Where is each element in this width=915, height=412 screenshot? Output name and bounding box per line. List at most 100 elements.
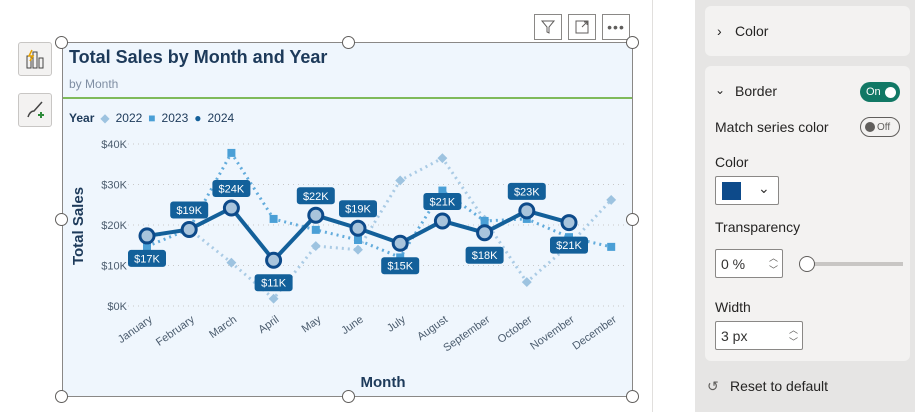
data-label: $21K	[430, 196, 456, 208]
data-point-2022	[437, 153, 448, 164]
focus-mode-icon	[575, 20, 589, 34]
line-chart-visual[interactable]: Total Sales by Month and Year by Month Y…	[62, 42, 633, 397]
title-divider	[63, 97, 632, 99]
reset-icon: ↺	[707, 378, 719, 394]
x-tick-label: May	[300, 313, 324, 335]
y-tick-label: $0K	[107, 301, 127, 313]
format-visual-button[interactable]	[18, 93, 52, 127]
data-point-2022	[353, 244, 363, 255]
series-line-2023	[146, 149, 612, 260]
width-value: 3 px	[721, 328, 748, 344]
x-tick-label: June	[339, 314, 365, 338]
data-point-2024	[518, 202, 536, 220]
resize-handle[interactable]	[342, 390, 355, 403]
data-point-2024	[560, 214, 578, 232]
resize-handle[interactable]	[342, 36, 355, 49]
x-tick-label: August	[415, 314, 450, 343]
data-label-box	[423, 192, 462, 210]
data-point-2022	[226, 257, 237, 268]
color-swatch	[722, 182, 741, 200]
data-label-box	[507, 182, 546, 200]
data-label-box	[254, 274, 293, 292]
color-picker[interactable]: ⌄	[715, 176, 779, 205]
resize-handle[interactable]	[55, 390, 68, 403]
transparency-input[interactable]: 0 % ︿ ﹀	[715, 249, 783, 278]
data-label: $24K	[219, 183, 245, 195]
data-label: $19K	[176, 205, 202, 217]
x-tick-label: February	[154, 313, 197, 348]
border-section: ⌄ Border On Match series color Off Color…	[705, 66, 910, 361]
transparency-value: 0 %	[721, 256, 746, 272]
data-point-2022	[606, 194, 617, 205]
data-label: $21K	[556, 240, 582, 252]
report-canvas: ••• Total Sales by Month and Year by Mon…	[18, 14, 639, 403]
width-input[interactable]: 3 px ︿ ﹀	[715, 321, 803, 350]
legend-title: Year	[69, 111, 95, 125]
color-section[interactable]: › Color	[705, 6, 910, 56]
build-visual-button[interactable]	[18, 42, 52, 76]
resize-handle[interactable]	[626, 213, 639, 226]
match-series-toggle[interactable]: Off	[860, 117, 900, 137]
data-label: $23K	[514, 186, 540, 198]
data-label: $15K	[387, 261, 413, 273]
filter-button[interactable]	[534, 14, 562, 40]
more-options-button[interactable]: •••	[602, 14, 630, 40]
resize-handle[interactable]	[626, 36, 639, 49]
legend-marker-2023: ■	[148, 111, 156, 125]
legend-2022[interactable]: 2022	[115, 111, 143, 125]
x-tick-label: September	[441, 313, 492, 354]
y-tick-label: $30K	[101, 180, 127, 192]
x-tick-label: October	[496, 313, 535, 345]
color-section-label: Color	[735, 23, 769, 39]
data-label: $17K	[134, 253, 160, 265]
spinner-icon[interactable]: ︿ ﹀	[768, 253, 778, 275]
data-point-2024	[265, 251, 283, 269]
match-series-label: Match series color	[715, 119, 829, 135]
reset-to-default-link[interactable]: Reset to default	[730, 378, 829, 394]
resize-handle[interactable]	[55, 36, 68, 49]
data-point-2023	[143, 242, 151, 251]
transparency-label: Transparency	[715, 219, 801, 235]
x-tick-label: January	[116, 313, 155, 346]
x-tick-label: March	[207, 314, 239, 341]
slider-thumb[interactable]	[799, 256, 815, 272]
paintbrush-icon	[27, 101, 44, 118]
chart-legend: Year ◆ 2022 ■ 2023 ● 2024	[69, 111, 234, 125]
legend-2024[interactable]: 2024	[207, 111, 235, 125]
data-point-2024	[433, 212, 451, 230]
data-point-2024	[476, 224, 494, 242]
data-label-box	[296, 187, 335, 205]
data-point-2023	[438, 186, 447, 195]
data-label-box	[128, 249, 166, 267]
data-label-box	[170, 201, 209, 219]
y-axis-title: Total Sales	[70, 187, 87, 265]
data-point-2023	[480, 216, 489, 225]
legend-marker-2022: ◆	[100, 111, 110, 125]
data-point-2022	[268, 293, 279, 304]
data-label: $18K	[472, 250, 498, 262]
border-toggle[interactable]: On	[860, 82, 900, 102]
chart-title: Total Sales by Month and Year	[69, 47, 328, 67]
pane-gutter	[652, 0, 695, 412]
data-point-2024	[138, 227, 156, 245]
data-point-2023	[607, 242, 616, 251]
resize-handle[interactable]	[55, 213, 68, 226]
resize-handle[interactable]	[626, 390, 639, 403]
focus-mode-button[interactable]	[568, 14, 596, 40]
spinner-icon[interactable]: ︿ ﹀	[788, 325, 798, 347]
chevron-down-icon[interactable]: ⌄	[715, 83, 726, 97]
data-point-2023	[269, 214, 278, 223]
data-label-box	[212, 179, 251, 197]
width-label: Width	[715, 299, 751, 315]
data-point-2024	[349, 219, 367, 237]
data-point-2023	[354, 235, 362, 244]
border-section-label: Border	[735, 83, 778, 99]
transparency-slider[interactable]	[800, 262, 903, 266]
toggle-label: Off	[877, 121, 891, 133]
x-tick-label: November	[528, 313, 577, 352]
data-point-2022	[395, 175, 406, 186]
data-point-2022	[310, 241, 321, 252]
y-tick-label: $20K	[101, 220, 127, 232]
legend-2023[interactable]: 2023	[161, 111, 189, 125]
legend-marker-2024: ●	[194, 111, 202, 125]
